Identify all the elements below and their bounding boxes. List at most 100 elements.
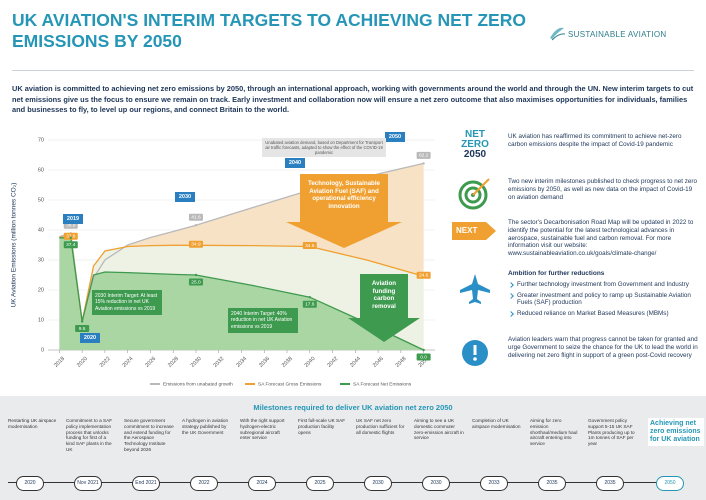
x-tick-label: 2026 <box>144 356 157 369</box>
label-bg <box>188 213 203 221</box>
milestone-text: Restarting UK airspace modernisation <box>8 418 57 429</box>
point <box>422 162 425 165</box>
bullet-text: Further technology investment from Gover… <box>517 280 689 288</box>
value-label: 38.9 <box>66 223 76 229</box>
key-point: Aviation leaders warn that progress cann… <box>508 336 698 359</box>
y-tick-label: 70 <box>38 137 44 143</box>
divider <box>12 70 694 71</box>
value-label: 34.5 <box>305 243 315 249</box>
x-tick-label: 2022 <box>99 356 112 369</box>
milestone-text: Commitment to a SAF policy implementatio… <box>66 418 113 452</box>
milestone-text: UK SAF net zero production sufficient fo… <box>356 418 405 435</box>
year-marker: 2019 <box>63 214 83 224</box>
y-tick-label: 40 <box>38 227 44 233</box>
annotation: Technology, Sustainable Aviation Fuel (S… <box>308 180 380 210</box>
value-label: 37.4 <box>66 242 76 248</box>
y-tick-label: 30 <box>38 257 44 263</box>
y-tick-label: 20 <box>38 287 44 293</box>
y-tick-label: 0 <box>41 347 44 353</box>
year-marker: 2050 <box>385 132 405 142</box>
icon-text: NET <box>465 129 485 140</box>
milestone-date: 2030 <box>422 476 450 491</box>
point <box>80 320 84 323</box>
value-label: 34.9 <box>191 242 201 248</box>
value-label: 25.0 <box>191 279 201 285</box>
point <box>194 273 198 277</box>
label-bg <box>63 241 78 249</box>
year-marker: 2040 <box>285 158 305 168</box>
milestone-text: Aiming for zero emission shorthaul/mediu… <box>530 418 578 447</box>
logo-icon <box>550 27 566 41</box>
key-point: The sector's Decarbonisation Road Map wi… <box>508 219 694 258</box>
icon-text: NEXT <box>456 226 478 235</box>
year-marker: 2030 <box>175 192 195 202</box>
label-bg <box>188 278 203 286</box>
x-tick-label: 2042 <box>326 356 339 369</box>
intro: UK aviation is committed to achieving ne… <box>12 84 694 114</box>
label-bg <box>416 271 431 279</box>
bullet-text: Reduced reliance on Market Based Measure… <box>517 310 669 318</box>
label-bg <box>416 353 431 361</box>
arrow <box>286 174 402 248</box>
chart-area: 0 10 20 30 40 50 60 70 2018 2020 2022 2024 2026 2028 2… <box>0 128 446 396</box>
y-tick-label: 10 <box>38 317 44 323</box>
bullet: Greater investment and policy to ramp up… <box>508 292 698 308</box>
point <box>308 296 311 299</box>
area <box>59 237 424 350</box>
warning-icon <box>462 340 488 366</box>
annotation: Aviation funding carbon removal <box>371 280 397 310</box>
milestone-text: Aiming to see a UK domestic commuter zer… <box>414 418 464 441</box>
timeline-title: Milestones required to deliver UK aviati… <box>253 403 453 412</box>
label-bg <box>416 151 431 159</box>
milestone-text: Secure government commitment to increase… <box>124 418 174 452</box>
x-tick-label: 2030 <box>190 356 203 369</box>
arrow <box>348 274 420 342</box>
annotation: 2040 Interim Target: 40% reduction in ne… <box>228 308 298 333</box>
year-marker: 2020 <box>80 333 100 343</box>
milestone-text: First full-scale UK SAF production facil… <box>298 418 346 435</box>
label-bg <box>188 240 203 248</box>
value-label: 37.6 <box>66 233 76 239</box>
plane-icon <box>460 274 490 304</box>
key-point: UK aviation has reaffirmed its commitmen… <box>508 133 682 148</box>
y-axis-title: UK Aviation Emissions (million tonnes CO… <box>11 183 18 308</box>
legend-label: SA Forecast Gross Emissions <box>258 381 322 387</box>
legend-label: SA Forecast Net Emissions <box>353 381 412 387</box>
point <box>194 224 198 227</box>
milestone-date: 2025 <box>306 476 334 491</box>
icon-text: 2050 <box>463 149 487 160</box>
milestone-text: Completion of UK airspace modernisation <box>472 418 521 429</box>
label-bg <box>302 242 317 249</box>
bullet-text: Greater investment and policy to ramp up… <box>517 291 691 307</box>
milestone-date: 2030 <box>364 476 392 491</box>
value-label: 41.6 <box>191 214 201 220</box>
key-point: Ambition for further reductions Further … <box>508 270 698 321</box>
point <box>69 236 72 239</box>
x-tick-label: 2028 <box>167 356 180 369</box>
icon-text: ZERO <box>461 139 489 150</box>
net-zero-icon: NET ZERO 2050 <box>452 130 498 160</box>
y-tick-label: 50 <box>38 197 44 203</box>
x-tick-label: 2034 <box>235 356 248 369</box>
target-icon <box>458 178 490 210</box>
x-tick-label: 2044 <box>349 356 362 369</box>
next-icon <box>452 222 496 240</box>
x-tick-label: 2020 <box>76 356 89 369</box>
milestone-date: 2022 <box>190 476 218 491</box>
x-tick-label: 2038 <box>281 356 294 369</box>
value-label: 17.6 <box>305 301 315 307</box>
milestone-date: End 2021 <box>132 476 160 491</box>
x-tick-label: 2048 <box>395 356 408 369</box>
milestone-date: 2020 <box>16 476 44 491</box>
milestone-date: 2033 <box>480 476 508 491</box>
milestone-text: Achieving net zero emissions for UK avia… <box>648 418 704 446</box>
milestone-date: 2024 <box>248 476 276 491</box>
value-label: 62.2 <box>419 153 429 159</box>
y-tick-label: 60 <box>38 167 44 173</box>
legend-label: Emissions from unabated growth <box>163 381 233 387</box>
point <box>422 348 425 352</box>
value-label: 9.5 <box>79 326 86 332</box>
logo: SUSTAINABLE AVIATION <box>568 30 667 39</box>
label-bg <box>75 325 90 332</box>
